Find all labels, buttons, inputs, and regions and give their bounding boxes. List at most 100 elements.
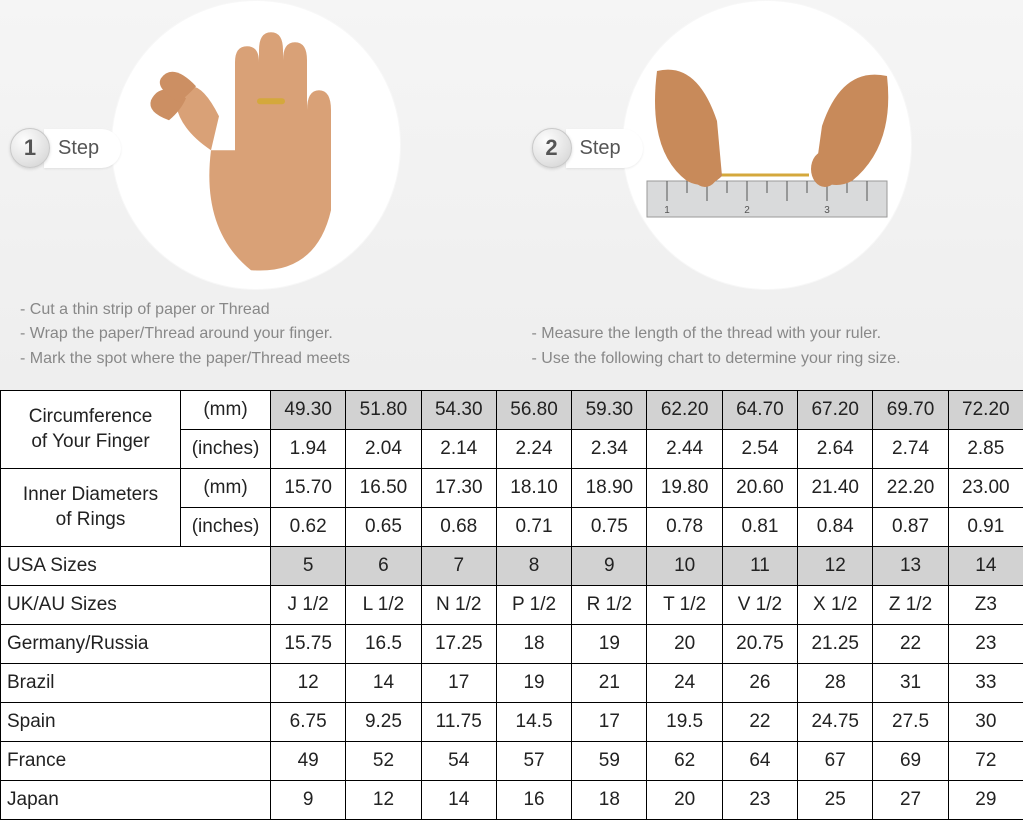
- size-cell: 27.5: [873, 703, 948, 742]
- unit-label: (mm): [181, 469, 271, 508]
- size-cell: 22: [873, 625, 948, 664]
- step-1-badge: 1 Step: [10, 128, 121, 168]
- size-cell: 30: [948, 703, 1023, 742]
- group-header: Circumferenceof Your Finger: [1, 391, 181, 469]
- size-cell: 0.84: [798, 508, 873, 547]
- size-cell: 22: [722, 703, 797, 742]
- instruction-line: Wrap the paper/Thread around your finger…: [20, 322, 502, 347]
- instruction-line: Cut a thin strip of paper or Thread: [20, 298, 502, 323]
- size-cell: 69: [873, 742, 948, 781]
- size-cell: 2.74: [873, 430, 948, 469]
- row-label: France: [1, 742, 271, 781]
- size-cell: 20.60: [722, 469, 797, 508]
- size-cell: 22.20: [873, 469, 948, 508]
- size-cell: 67.20: [798, 391, 873, 430]
- size-cell: P 1/2: [496, 586, 571, 625]
- size-cell: 9: [572, 547, 647, 586]
- size-cell: 33: [948, 664, 1023, 703]
- size-cell: 59: [572, 742, 647, 781]
- size-cell: 21.40: [798, 469, 873, 508]
- size-cell: 0.91: [948, 508, 1023, 547]
- row-label: UK/AU Sizes: [1, 586, 271, 625]
- size-cell: R 1/2: [572, 586, 647, 625]
- size-cell: 12: [271, 664, 346, 703]
- svg-text:1: 1: [664, 205, 670, 216]
- size-cell: 16: [496, 781, 571, 820]
- size-cell: J 1/2: [271, 586, 346, 625]
- size-cell: 7: [421, 547, 496, 586]
- size-cell: 24: [647, 664, 722, 703]
- size-cell: 5: [271, 547, 346, 586]
- svg-text:3: 3: [824, 205, 830, 216]
- size-cell: 62: [647, 742, 722, 781]
- instruction-line: Mark the spot where the paper/Thread mee…: [20, 347, 502, 372]
- size-cell: 27: [873, 781, 948, 820]
- size-cell: 19.5: [647, 703, 722, 742]
- size-cell: 20: [647, 781, 722, 820]
- size-cell: 23: [722, 781, 797, 820]
- size-cell: 18.10: [496, 469, 571, 508]
- size-cell: 69.70: [873, 391, 948, 430]
- size-cell: 9.25: [346, 703, 421, 742]
- size-cell: 18: [572, 781, 647, 820]
- size-cell: 23.00: [948, 469, 1023, 508]
- size-cell: 0.87: [873, 508, 948, 547]
- size-cell: 26: [722, 664, 797, 703]
- size-cell: N 1/2: [421, 586, 496, 625]
- size-cell: 12: [798, 547, 873, 586]
- step-2-label: Step: [566, 129, 643, 168]
- svg-text:2: 2: [744, 205, 750, 216]
- step-2-badge: 2 Step: [532, 128, 643, 168]
- size-cell: 14: [346, 664, 421, 703]
- size-cell: 17.30: [421, 469, 496, 508]
- size-cell: 2.85: [948, 430, 1023, 469]
- size-cell: 28: [798, 664, 873, 703]
- size-cell: 72.20: [948, 391, 1023, 430]
- size-cell: 17: [572, 703, 647, 742]
- size-cell: 19.80: [647, 469, 722, 508]
- step-1-illustration: [111, 0, 401, 290]
- size-cell: Z 1/2: [873, 586, 948, 625]
- size-cell: 17: [421, 664, 496, 703]
- size-cell: 56.80: [496, 391, 571, 430]
- steps-panel: 1 Step Cut a thin strip of paper or Thre…: [0, 0, 1023, 390]
- step-2-number: 2: [532, 128, 572, 168]
- size-cell: 0.65: [346, 508, 421, 547]
- size-cell: 64: [722, 742, 797, 781]
- instruction-line: Use the following chart to determine you…: [532, 347, 1014, 372]
- size-cell: 51.80: [346, 391, 421, 430]
- size-cell: 2.44: [647, 430, 722, 469]
- ring-size-table: Circumferenceof Your Finger (mm) 49.3051…: [0, 390, 1023, 820]
- size-cell: 13: [873, 547, 948, 586]
- size-cell: 12: [346, 781, 421, 820]
- row-label: Germany/Russia: [1, 625, 271, 664]
- size-cell: 14.5: [496, 703, 571, 742]
- size-cell: 49: [271, 742, 346, 781]
- size-cell: 49.30: [271, 391, 346, 430]
- unit-label: (mm): [181, 391, 271, 430]
- unit-label: (inches): [181, 508, 271, 547]
- size-cell: 14: [948, 547, 1023, 586]
- size-cell: T 1/2: [647, 586, 722, 625]
- step-2-illustration: 1 2 3: [622, 0, 912, 290]
- size-cell: 15.70: [271, 469, 346, 508]
- size-cell: 6.75: [271, 703, 346, 742]
- size-cell: 9: [271, 781, 346, 820]
- size-cell: 10: [647, 547, 722, 586]
- size-cell: 54: [421, 742, 496, 781]
- size-cell: Z3: [948, 586, 1023, 625]
- size-cell: 0.62: [271, 508, 346, 547]
- size-cell: 0.68: [421, 508, 496, 547]
- size-cell: 18: [496, 625, 571, 664]
- row-label: Japan: [1, 781, 271, 820]
- size-cell: 19: [572, 625, 647, 664]
- size-cell: 54.30: [421, 391, 496, 430]
- step-2-column: 1 2 3 2 Step Measure th: [512, 0, 1023, 390]
- size-cell: 0.81: [722, 508, 797, 547]
- step-1-label: Step: [44, 129, 121, 168]
- size-cell: 6: [346, 547, 421, 586]
- size-cell: 2.14: [421, 430, 496, 469]
- size-cell: 62.20: [647, 391, 722, 430]
- size-cell: 0.75: [572, 508, 647, 547]
- size-cell: 15.75: [271, 625, 346, 664]
